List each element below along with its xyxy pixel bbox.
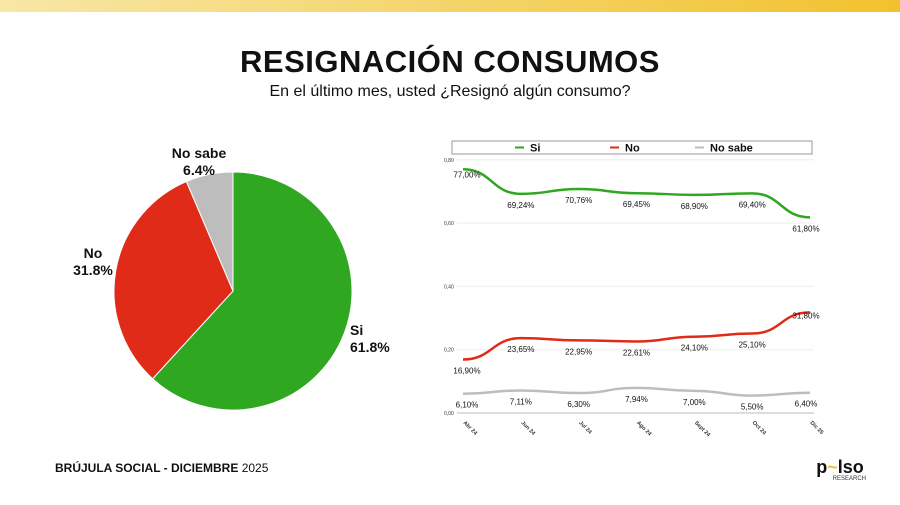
y-tick-label: 0,80 xyxy=(444,158,454,164)
top-accent-bar xyxy=(0,0,900,12)
line-chart: Si No No sabe 0,00 0,20 0,40 0,60 0,80 Abr 24 Jun… xyxy=(444,140,825,439)
data-label: 23,65% xyxy=(507,345,534,354)
x-tick-label: Oct 24 xyxy=(751,420,768,437)
x-tick-label: Jun 24 xyxy=(519,420,536,437)
data-label: 7,94% xyxy=(625,395,648,404)
page-title: RESIGNACIÓN CONSUMOS xyxy=(240,44,660,79)
data-label: 69,24% xyxy=(507,201,534,210)
legend-box xyxy=(451,140,813,155)
data-label: 70,76% xyxy=(565,196,592,205)
data-label: 6,10% xyxy=(456,401,479,410)
data-label: 22,61% xyxy=(623,348,650,357)
legend-label: No sabe xyxy=(710,143,753,155)
pulso-logo: p~lso RESEARCH xyxy=(816,457,866,482)
pie-value: 31.8% xyxy=(73,262,113,278)
data-label: 31,80% xyxy=(792,311,819,320)
data-label: 16,90% xyxy=(453,367,480,376)
pie-slice-no-sabe xyxy=(185,171,234,292)
footer: BRÚJULA SOCIAL - DICIEMBRE 2025 xyxy=(55,461,268,475)
data-label: 7,11% xyxy=(510,397,532,406)
pie-slice-no xyxy=(113,180,234,380)
data-label: 6,30% xyxy=(567,400,590,409)
pie-value: 6.4% xyxy=(183,162,215,178)
legend-label: No xyxy=(625,143,640,155)
data-label: 61,80% xyxy=(792,224,819,233)
data-label: 22,95% xyxy=(565,347,592,356)
y-tick-label: 0,00 xyxy=(444,411,454,417)
data-label: 5,50% xyxy=(741,403,764,412)
x-tick-label: Abr 24 xyxy=(462,420,479,437)
page-subtitle: En el último mes, usted ¿Resignó algún c… xyxy=(269,83,631,100)
y-tick-label: 0,60 xyxy=(444,221,454,227)
footer-brand: BRÚJULA SOCIAL - DICIEMBRE xyxy=(55,461,239,475)
pie-slice-si xyxy=(151,171,353,411)
data-label: 68,90% xyxy=(681,202,708,211)
data-label: 77,00% xyxy=(453,170,480,179)
y-tick-label: 0,40 xyxy=(444,284,454,290)
pie-value: 61.8% xyxy=(350,339,390,355)
data-label: 69,45% xyxy=(623,200,650,209)
data-label: 7,00% xyxy=(683,398,706,407)
footer-year: 2025 xyxy=(241,461,269,475)
y-tick-label: 0,20 xyxy=(444,348,454,354)
pie-label: No sabe xyxy=(172,145,227,161)
data-label: 25,10% xyxy=(739,341,766,350)
data-label: 6,40% xyxy=(795,400,818,409)
pie-label: No xyxy=(84,245,103,261)
x-tick-label: Ago 24 xyxy=(635,420,653,438)
legend-label: Si xyxy=(530,143,540,155)
pie-label: Si xyxy=(350,322,363,338)
x-tick-label: Dic 25 xyxy=(809,420,825,436)
data-label: 69,40% xyxy=(739,200,766,209)
data-label: 24,10% xyxy=(681,344,708,353)
series-line-si xyxy=(462,168,811,219)
x-tick-label: Sept 24 xyxy=(693,420,712,439)
x-tick-label: Jul 24 xyxy=(577,420,593,436)
